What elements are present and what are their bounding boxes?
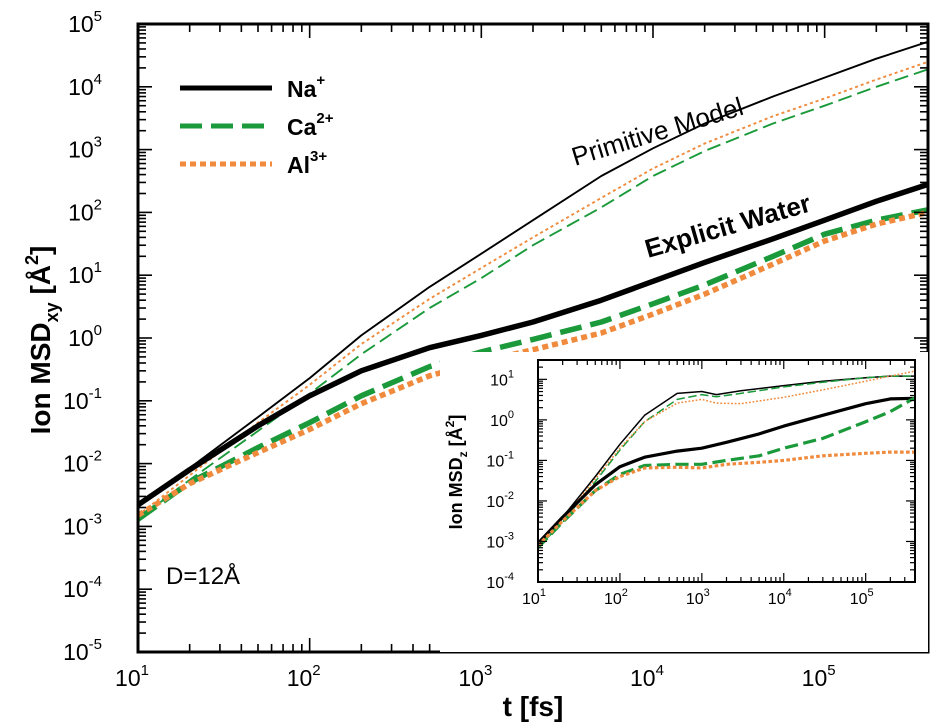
main-y-tick-label: 101 <box>68 259 102 288</box>
main-series-naplus-explicit-water <box>138 181 928 508</box>
x-axis-title: t [fs] <box>503 691 564 722</box>
main-y-tick-label: 10-1 <box>63 385 102 414</box>
main-x-tick-label: 102 <box>287 662 321 691</box>
main-x-tick-label: 104 <box>630 662 664 691</box>
main-y-tick-label: 10-3 <box>63 510 102 539</box>
main-y-tick-label: 104 <box>68 71 102 100</box>
main-y-tick-label: 10-4 <box>63 573 102 602</box>
inset-series-naplus-explicit-water <box>538 396 915 545</box>
inset-series-al3plus-primitive-model <box>538 370 915 546</box>
main-y-tick-label: 100 <box>68 322 102 351</box>
y-axis-title: Ion MSDxy [Å2] <box>22 246 62 435</box>
inset-plot: 101 102 103 104 10510-410-310-210-1100101Ion… <box>440 352 928 652</box>
inset-series-al3plus-explicit-water <box>538 450 915 547</box>
main-y-tick-label: 103 <box>68 134 102 163</box>
main-series-ca2plus-explicit-water <box>138 207 928 522</box>
main-y-tick-label: 10-5 <box>63 636 102 665</box>
main-y-tick-label: 10-2 <box>63 448 102 477</box>
main-series-al3plus-explicit-water <box>138 209 928 518</box>
main-x-tick-label: 105 <box>802 662 836 691</box>
main-x-tick-label: 103 <box>458 662 492 691</box>
inset-y-axis-title: Ion MSDz [Å2] <box>443 415 470 530</box>
main-y-tick-label: 105 <box>68 8 102 37</box>
legend-label-ca: Ca2+ <box>287 110 334 140</box>
inset-frame <box>537 359 916 583</box>
inset-series-group <box>538 370 915 549</box>
main-x-tick-label: 101 <box>115 662 149 691</box>
main-y-tick-label: 102 <box>68 196 102 225</box>
inset-series-ca2plus-primitive-model <box>538 375 915 549</box>
main-series-naplus-primitive-model <box>138 40 928 506</box>
main-series-group <box>138 40 928 522</box>
inset-ticks <box>537 359 916 583</box>
separation-label: D=12Å <box>166 562 240 590</box>
